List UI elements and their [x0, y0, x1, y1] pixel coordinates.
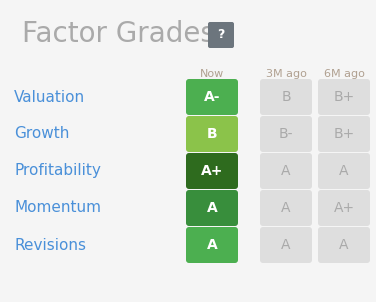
Text: Growth: Growth [14, 127, 70, 142]
FancyBboxPatch shape [186, 153, 238, 189]
Text: 6M ago: 6M ago [324, 69, 364, 79]
Text: B+: B+ [334, 127, 355, 141]
FancyBboxPatch shape [260, 190, 312, 226]
FancyBboxPatch shape [186, 116, 238, 152]
FancyBboxPatch shape [260, 153, 312, 189]
Text: A: A [339, 238, 349, 252]
Text: A-: A- [204, 90, 220, 104]
Text: Revisions: Revisions [14, 237, 86, 252]
FancyBboxPatch shape [186, 190, 238, 226]
Text: A: A [281, 201, 291, 215]
Text: A: A [281, 238, 291, 252]
Text: 3M ago: 3M ago [265, 69, 306, 79]
Text: A: A [281, 164, 291, 178]
FancyBboxPatch shape [186, 227, 238, 263]
FancyBboxPatch shape [318, 116, 370, 152]
FancyBboxPatch shape [318, 227, 370, 263]
FancyBboxPatch shape [318, 190, 370, 226]
Text: Now: Now [200, 69, 224, 79]
Text: Profitability: Profitability [14, 163, 101, 178]
FancyBboxPatch shape [260, 227, 312, 263]
Text: A: A [207, 238, 217, 252]
Text: A+: A+ [334, 201, 355, 215]
FancyBboxPatch shape [208, 22, 234, 48]
Text: B-: B- [279, 127, 293, 141]
Text: B+: B+ [334, 90, 355, 104]
FancyBboxPatch shape [318, 153, 370, 189]
Text: Factor Grades: Factor Grades [22, 20, 215, 48]
Text: B: B [281, 90, 291, 104]
Text: Momentum: Momentum [14, 201, 101, 216]
Text: A: A [207, 201, 217, 215]
FancyBboxPatch shape [186, 79, 238, 115]
FancyBboxPatch shape [318, 79, 370, 115]
Text: Valuation: Valuation [14, 89, 85, 104]
FancyBboxPatch shape [260, 116, 312, 152]
FancyBboxPatch shape [260, 79, 312, 115]
Text: B: B [207, 127, 217, 141]
Text: ?: ? [217, 28, 225, 41]
Text: A+: A+ [201, 164, 223, 178]
Text: A: A [339, 164, 349, 178]
